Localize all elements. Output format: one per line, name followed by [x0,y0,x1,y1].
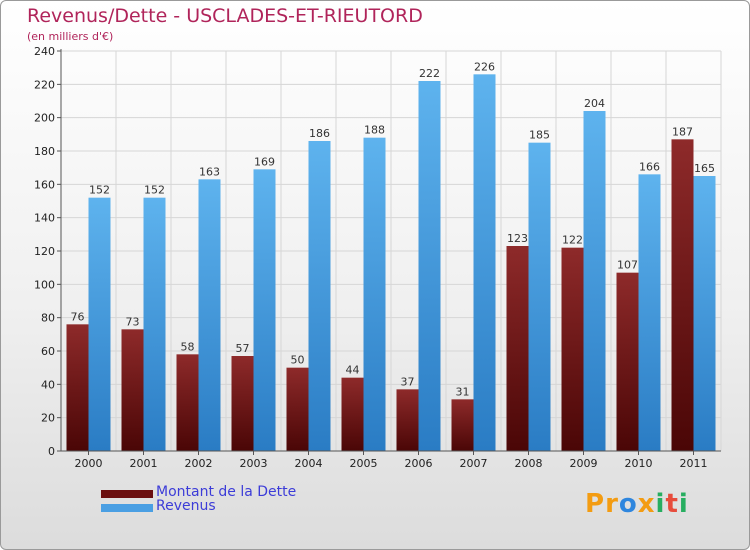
bar-revenus [363,137,386,451]
value-label-dette: 107 [617,259,638,272]
value-label-dette: 76 [71,310,85,323]
y-tick-label: 220 [34,78,55,91]
x-tick-label: 2011 [680,457,708,470]
value-label-dette: 44 [346,364,360,377]
value-label-revenus: 166 [639,160,660,173]
y-tick-label: 240 [34,45,55,58]
bar-revenus [583,111,606,451]
bar-dette [396,389,419,451]
bars [66,74,716,452]
y-tick-label: 0 [48,445,55,458]
bar-dette [231,356,254,451]
value-label-revenus: 163 [199,165,220,178]
legend-swatch-revenus [101,504,153,512]
logo-letter: t [665,489,679,519]
bar-revenus [638,174,661,452]
bar-dette [671,139,694,452]
x-tick-label: 2010 [625,457,653,470]
y-tick-label: 120 [34,245,55,258]
axes: 0 20 40 60 80 100 120 140 160 180 200 220 240 2000 200… [34,45,721,470]
y-tick-label: 20 [41,412,55,425]
value-label-revenus: 188 [364,124,385,137]
bar-dette [616,272,639,451]
proxiti-logo: Proxiti [585,489,689,519]
logo-letter: o [618,489,638,519]
x-tick-label: 2001 [130,457,158,470]
x-tick-label: 2000 [75,457,103,470]
legend-swatch-dette [101,490,153,498]
logo-letter: x [637,489,656,519]
bar-revenus [198,179,221,452]
grid [60,50,722,452]
y-tick-label: 180 [34,145,55,158]
value-label-revenus: 165 [694,162,715,175]
bar-revenus [693,176,716,451]
value-label-dette: 123 [507,232,528,245]
y-tick-label: 200 [34,112,55,125]
bar-dette [451,399,474,451]
value-label-revenus: 204 [584,97,605,110]
value-label-dette: 73 [126,315,140,328]
bar-revenus [418,81,441,451]
bar-dette [176,354,199,451]
y-tick-label: 40 [41,378,55,391]
value-label-revenus: 152 [144,184,165,197]
logo-letter: r [605,489,619,519]
bar-dette [506,246,529,451]
chart-title: Revenus/Dette - USCLADES-ET-RIEUTORD [27,5,423,27]
logo-letter: P [585,489,606,519]
x-tick-label: 2004 [295,457,323,470]
legend-label-revenus: Revenus [156,498,216,514]
bar-revenus [308,141,331,451]
x-tick-label: 2009 [570,457,598,470]
value-label-revenus: 222 [419,67,440,80]
logo-letter: i [655,489,666,519]
value-label-dette: 187 [672,125,693,138]
value-label-dette: 122 [562,234,583,247]
value-label-dette: 57 [236,342,250,355]
value-label-revenus: 186 [309,127,330,140]
x-tick-label: 2007 [460,457,488,470]
bar-dette [66,324,89,451]
value-label-revenus: 152 [89,184,110,197]
x-tick-label: 2003 [240,457,268,470]
value-label-dette: 31 [456,385,470,398]
bar-dette [561,247,584,451]
bar-dette [121,329,144,451]
value-label-revenus: 169 [254,155,275,168]
value-label-revenus: 226 [474,60,495,73]
bar-dette [286,367,309,451]
x-tick-label: 2008 [515,457,543,470]
y-tick-label: 160 [34,178,55,191]
value-label-dette: 50 [291,354,305,367]
x-tick-label: 2006 [405,457,433,470]
y-tick-label: 140 [34,212,55,225]
x-tick-label: 2002 [185,457,213,470]
bar-revenus [473,74,496,451]
y-tick-label: 60 [41,345,55,358]
logo-letter: i [678,489,689,519]
value-label-dette: 58 [181,340,195,353]
bar-dette [341,377,364,451]
bar-revenus [88,197,111,451]
x-tick-label: 2005 [350,457,378,470]
y-tick-label: 80 [41,312,55,325]
bar-revenus [143,197,166,451]
bar-revenus [528,142,551,451]
legend-label-dette: Montant de la Dette [156,484,297,500]
value-label-dette: 37 [401,375,415,388]
chart-subtitle: (en milliers d'€) [27,30,114,43]
bar-revenus [253,169,276,452]
value-labels: 76 152 73 152 58 163 57 169 50 186 44 188 37 222 31 226… [71,60,716,398]
y-tick-label: 100 [34,278,55,291]
value-label-revenus: 185 [529,129,550,142]
